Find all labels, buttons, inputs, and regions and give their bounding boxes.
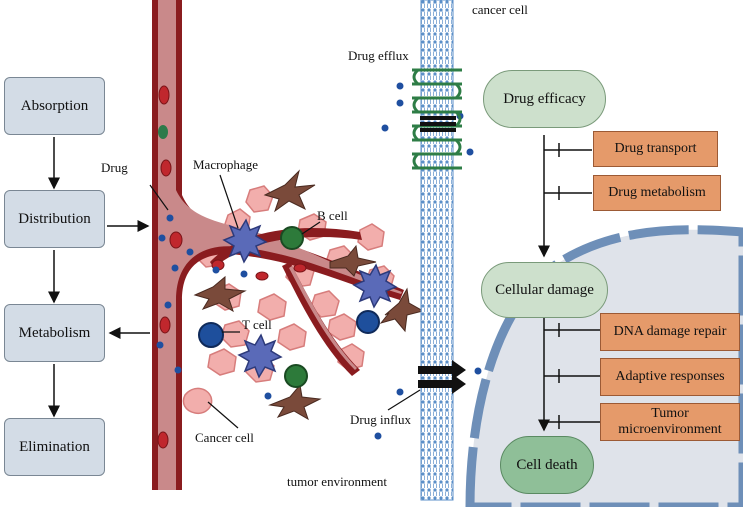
red-blood-cells bbox=[157, 85, 307, 449]
b-cell-label: B cell bbox=[317, 208, 348, 223]
pk-arrows bbox=[48, 137, 150, 418]
elimination-box: Elimination bbox=[4, 418, 105, 476]
drug-metabolism-box: Drug metabolism bbox=[593, 175, 721, 211]
tumor-environment-label: tumor environment bbox=[287, 474, 388, 489]
cancer-cell-label: Cancer cell bbox=[195, 430, 254, 445]
drug-influx-label: Drug influx bbox=[350, 412, 412, 427]
distribution-box: Distribution bbox=[4, 190, 105, 248]
drug-transport-box: Drug transport bbox=[593, 131, 718, 167]
drug-efficacy-node: Drug efficacy bbox=[483, 70, 606, 128]
drug-efflux-label: Drug efflux bbox=[348, 48, 409, 63]
leader-lines bbox=[149, 174, 421, 429]
metabolism-box: Metabolism bbox=[4, 304, 105, 362]
dna-damage-repair-box: DNA damage repair bbox=[600, 313, 740, 351]
tumor-microenvironment-box: Tumor microenvironment bbox=[600, 403, 740, 441]
macrophage-label: Macrophage bbox=[193, 157, 258, 172]
t-cell-label: T cell bbox=[242, 317, 272, 332]
cancer-cell-top-label: cancer cell bbox=[472, 2, 528, 17]
cell-death-node: Cell death bbox=[500, 436, 594, 494]
flow-arrows bbox=[538, 135, 600, 432]
drug-label: Drug bbox=[101, 160, 128, 175]
b-cells bbox=[280, 226, 308, 388]
absorption-box: Absorption bbox=[4, 77, 105, 135]
efflux-pump bbox=[412, 68, 462, 170]
cellular-damage-node: Cellular damage bbox=[481, 262, 608, 318]
cell-membrane bbox=[420, 0, 454, 501]
influx-arrows bbox=[418, 360, 466, 394]
macrophages bbox=[222, 218, 398, 379]
adaptive-responses-box: Adaptive responses bbox=[600, 358, 740, 396]
t-cells bbox=[198, 310, 380, 348]
vessel-immune-cell bbox=[158, 125, 168, 139]
stromal-cells bbox=[193, 169, 425, 421]
drug-molecules bbox=[156, 82, 482, 440]
